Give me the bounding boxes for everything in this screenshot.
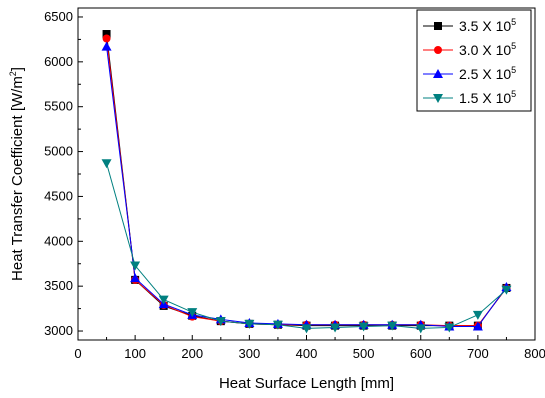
series-3-point-9: [358, 322, 369, 332]
legend-label-1-sup: 5: [511, 41, 516, 51]
series-3-point-1: [130, 261, 141, 271]
series-3-point-3: [187, 308, 198, 318]
x-tick-label-8: 800: [524, 346, 545, 361]
y-axis-title-main: Heat Transfer Coefficient [W/m: [9, 76, 26, 281]
y-tick-label-6: 6000: [44, 54, 73, 69]
legend-label-2: 2.5 X 105: [459, 65, 516, 82]
series-3-point-2: [158, 295, 169, 305]
legend-label-2-sup: 5: [511, 65, 516, 75]
legend-label-3-main: 1.5 X 10: [459, 90, 511, 106]
legend-label-1-main: 3.0 X 10: [459, 42, 511, 58]
y-tick-label-7: 6500: [44, 9, 73, 24]
x-tick-label-2: 200: [181, 346, 203, 361]
series-3: [101, 159, 512, 334]
x-tick-label-1: 100: [124, 346, 146, 361]
y-axis-title: Heat Transfer Coefficient [W/m2]: [8, 67, 26, 281]
y-tick-label-1: 3500: [44, 278, 73, 293]
x-tick-label-0: 0: [74, 346, 81, 361]
x-tick-label-5: 500: [353, 346, 375, 361]
legend-label-3-sup: 5: [511, 89, 516, 99]
series-3-point-10: [387, 321, 398, 331]
series-2-point-13: [472, 321, 483, 331]
series-3-point-12: [444, 323, 455, 333]
series-3-point-6: [272, 320, 283, 330]
series-3-point-4: [215, 317, 226, 327]
x-axis-title: Heat Surface Length [mm]: [219, 375, 394, 392]
series-3-point-8: [330, 323, 341, 333]
legend-label-1: 3.0 X 105: [459, 41, 516, 58]
x-tick-label-4: 400: [296, 346, 318, 361]
legend-label-2-main: 2.5 X 10: [459, 66, 511, 82]
series-3-point-0: [101, 159, 112, 169]
legend-label-0-main: 3.5 X 10: [459, 18, 511, 34]
legend-label-0: 3.5 X 105: [459, 17, 516, 34]
series-3-point-13: [472, 310, 483, 320]
series-1-point-0: [102, 34, 111, 43]
legend-label-0-sup: 5: [511, 17, 516, 27]
axis-ticks: 0 100 200 300 400 500 600 700 800 3000 3500 4000 450…: [44, 9, 545, 361]
series-3-point-14: [501, 285, 512, 295]
x-tick-label-3: 300: [239, 346, 261, 361]
series-layer: [101, 30, 512, 334]
series-0-point-0: [102, 30, 111, 39]
y-tick-label-5: 5500: [44, 99, 73, 114]
y-tick-label-2: 4000: [44, 233, 73, 248]
series-3-point-7: [301, 324, 312, 334]
series-2-point-1: [130, 273, 141, 283]
y-axis-title-sup: 2: [8, 71, 18, 76]
y-tick-label-4: 5000: [44, 144, 73, 159]
x-tick-label-6: 600: [410, 346, 432, 361]
series-3-point-11: [415, 324, 426, 334]
legend-marker-2: [433, 69, 443, 78]
series-3-point-5: [244, 319, 255, 329]
x-tick-label-7: 700: [467, 346, 489, 361]
y-axis-title-end: ]: [9, 67, 26, 71]
legend-marker-1: [434, 46, 442, 54]
legend-marker-3: [433, 94, 443, 103]
series-2-point-0: [101, 41, 112, 51]
y-tick-label-0: 3000: [44, 323, 73, 338]
y-tick-label-3: 4500: [44, 188, 73, 203]
legend-label-3: 1.5 X 105: [459, 89, 516, 106]
legend-marker-0: [434, 22, 442, 30]
